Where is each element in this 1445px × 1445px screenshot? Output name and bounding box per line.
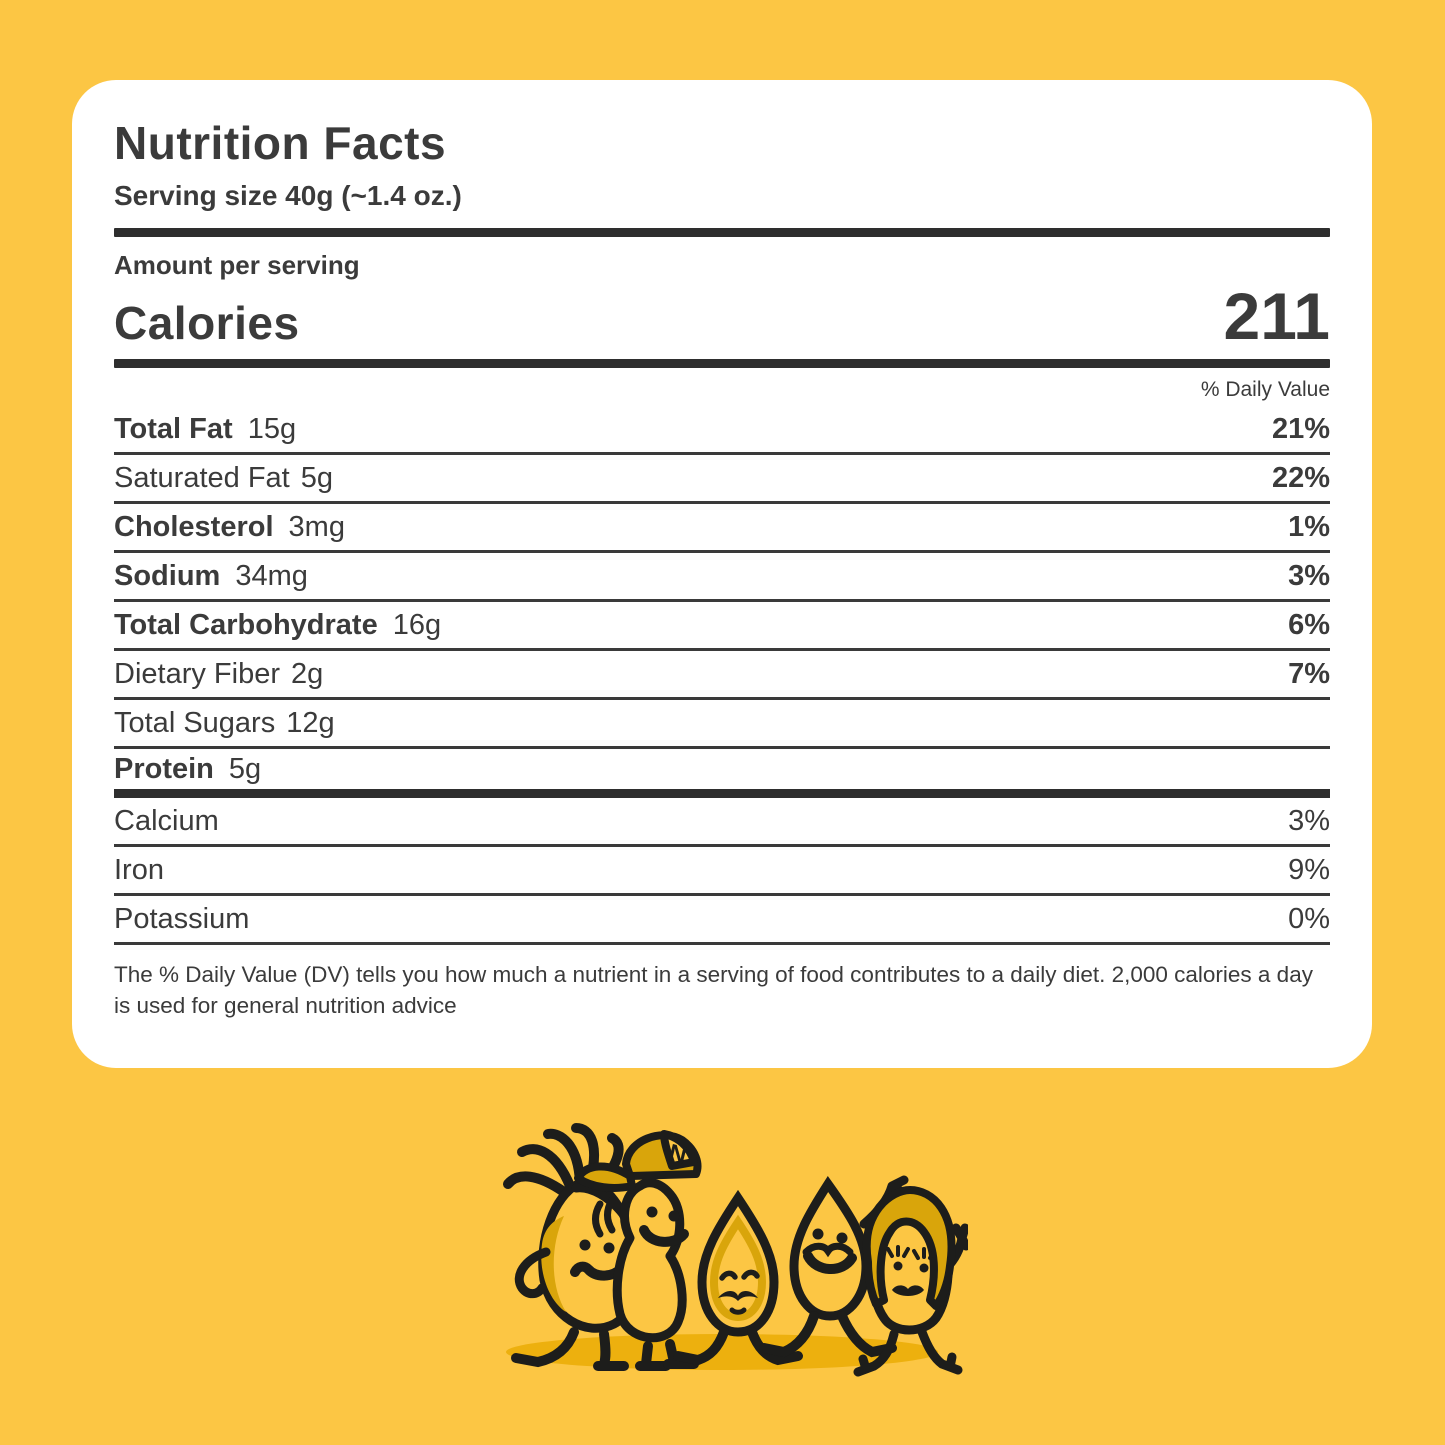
nutrient-row: Dietary Fiber 2g 7% [114, 651, 1330, 700]
nutrient-name: Total Carbohydrate [114, 608, 378, 641]
nutrient-daily-value: 21% [1271, 412, 1330, 445]
nutrient-row: Calcium 3% [114, 798, 1330, 847]
nutrient-row: Total Fat 15g 21% [114, 406, 1330, 455]
calories-label: Calories [114, 297, 300, 349]
nutrient-amount: 15g [247, 412, 297, 445]
nutrient-row: Total Carbohydrate 16g 6% [114, 602, 1330, 651]
nutrient-row: Total Sugars 12g [114, 700, 1330, 749]
nutrient-name: Protein [114, 752, 214, 785]
cap-brim [574, 1162, 636, 1192]
cap-letter: N [666, 1139, 689, 1169]
divider-thick-top [114, 228, 1330, 237]
nutrient-name: Total Fat [114, 412, 233, 445]
peanut-with-cap-character: N [571, 1130, 702, 1371]
divider-thick-calories [114, 359, 1330, 368]
droplet-mustache-character [673, 1189, 803, 1366]
nutrient-amount: 16g [392, 608, 442, 641]
nutrient-name: Iron [114, 853, 164, 886]
nutrient-row: Saturated Fat 5g 22% [114, 455, 1330, 504]
nutrient-name: Sodium [114, 559, 221, 592]
cap-panel [660, 1130, 698, 1170]
calories-row: Calories 211 [114, 283, 1330, 357]
nutrient-daily-value: 22% [1271, 461, 1330, 494]
nutrient-row: Cholesterol 3mg 1% [114, 504, 1330, 553]
serving-size-text: Serving size 40g (~1.4 oz.) [114, 180, 462, 211]
nutrient-amount: 34mg [235, 559, 308, 592]
nutrient-name: Calcium [114, 804, 219, 837]
droplet-smiling-character [759, 1175, 909, 1358]
calories-value: 211 [1223, 279, 1330, 353]
nutrient-daily-value: 7% [1288, 657, 1330, 690]
nutrient-daily-value: 3% [1288, 559, 1330, 592]
nutrient-daily-value: 9% [1288, 853, 1330, 886]
nutrient-amount: 3mg [288, 510, 345, 543]
bob-haircut-character [853, 1186, 968, 1377]
nutrient-name: Saturated Fat [114, 461, 290, 494]
nutrient-name: Cholesterol [114, 510, 274, 543]
nutrient-name: Potassium [114, 902, 250, 935]
amount-per-serving-text: Amount per serving [114, 250, 360, 280]
nutrient-daily-value: 6% [1288, 608, 1330, 641]
nutrient-rows: Total Fat 15g 21% Saturated Fat 5g 22% C… [114, 406, 1330, 945]
nutrition-facts-title: Nutrition Facts [114, 117, 447, 169]
nutrition-facts-card: Nutrition Facts Serving size 40g (~1.4 o… [72, 80, 1372, 1068]
seed-with-dreadlocks-character [503, 1123, 642, 1371]
nutrient-amount: 2g [291, 657, 324, 690]
nutrient-amount: 5g [300, 461, 333, 494]
nutrient-name: Dietary Fiber [114, 657, 280, 690]
daily-value-footnote: The % Daily Value (DV) tells you how muc… [114, 962, 1313, 1019]
nutrient-amount: 5g [228, 752, 262, 785]
nutrient-row: Potassium 0% [114, 896, 1330, 945]
nutrient-daily-value: 1% [1288, 510, 1330, 543]
nutrient-daily-value: 0% [1288, 902, 1330, 935]
nutrient-amount: 12g [286, 706, 335, 739]
nutrient-name: Total Sugars [114, 706, 276, 739]
daily-value-header: % Daily Value [1200, 378, 1330, 401]
nutrient-daily-value: 3% [1288, 804, 1330, 837]
nutrient-row: Sodium 34mg 3% [114, 553, 1330, 602]
nutrient-row: Protein 5g [114, 749, 1330, 798]
mascots-illustration: N [503, 1123, 968, 1377]
nutrient-row: Iron 9% [114, 847, 1330, 896]
